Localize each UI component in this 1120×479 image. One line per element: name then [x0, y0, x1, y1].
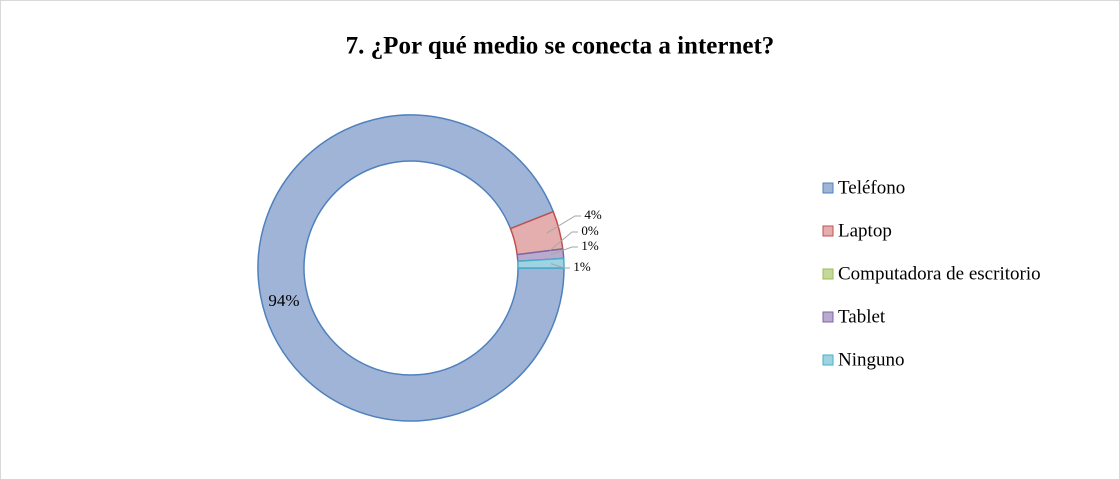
donut-slice [516, 257, 565, 269]
data-label: 1% [581, 238, 599, 253]
legend-label: Laptop [838, 220, 892, 241]
legend-swatch [822, 311, 834, 323]
data-label: 94% [268, 291, 299, 310]
legend-label: Tablet [838, 306, 886, 327]
chart-title: 7. ¿Por qué medio se conecta a internet? [346, 33, 775, 60]
legend-swatch [822, 268, 834, 280]
leader-line [549, 231, 578, 251]
leader-line [550, 263, 570, 269]
legend-swatch [822, 354, 834, 366]
data-label: 1% [573, 259, 591, 274]
legend-label: Teléfono [838, 177, 905, 198]
leader-line [546, 215, 581, 234]
data-label: 4% [584, 207, 602, 222]
legend-label: Computadora de escritorio [838, 263, 1041, 284]
legend-label: Ninguno [838, 349, 905, 370]
legend-swatch [822, 182, 834, 194]
donut-slice [257, 114, 565, 422]
leader-line [550, 246, 578, 256]
legend-swatch [822, 225, 834, 237]
data-label: 0% [581, 223, 599, 238]
